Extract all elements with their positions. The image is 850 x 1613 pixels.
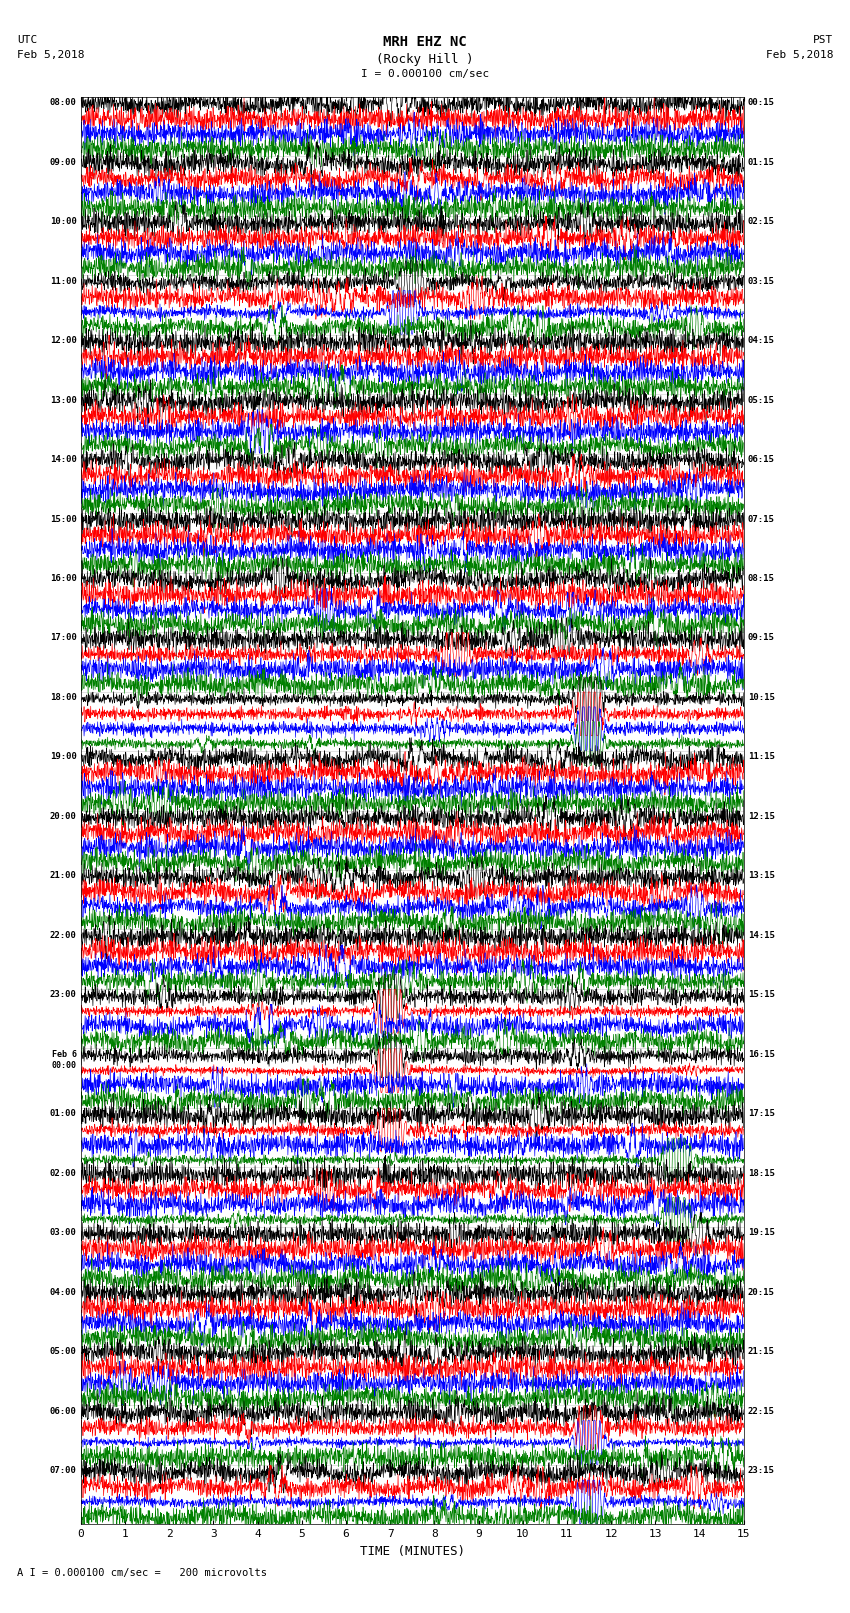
Text: 01:15: 01:15 [748, 158, 775, 166]
Text: Feb 6: Feb 6 [52, 1050, 76, 1058]
Text: 10:15: 10:15 [748, 694, 775, 702]
Text: 02:00: 02:00 [49, 1169, 76, 1177]
Text: I = 0.000100 cm/sec: I = 0.000100 cm/sec [361, 69, 489, 79]
Text: 11:15: 11:15 [748, 752, 775, 761]
Text: 15:15: 15:15 [748, 990, 775, 1000]
Text: 21:00: 21:00 [49, 871, 76, 881]
Text: 20:00: 20:00 [49, 811, 76, 821]
Text: 02:15: 02:15 [748, 218, 775, 226]
Text: 22:15: 22:15 [748, 1407, 775, 1416]
Text: 07:00: 07:00 [49, 1466, 76, 1476]
Text: 11:00: 11:00 [49, 276, 76, 286]
Text: A I = 0.000100 cm/sec =   200 microvolts: A I = 0.000100 cm/sec = 200 microvolts [17, 1568, 267, 1578]
Text: 06:00: 06:00 [49, 1407, 76, 1416]
Text: MRH EHZ NC: MRH EHZ NC [383, 35, 467, 50]
Text: 00:15: 00:15 [748, 98, 775, 106]
Text: 16:15: 16:15 [748, 1050, 775, 1058]
Text: 16:00: 16:00 [49, 574, 76, 582]
Text: 14:00: 14:00 [49, 455, 76, 465]
Text: 23:15: 23:15 [748, 1466, 775, 1476]
Text: 08:00: 08:00 [49, 98, 76, 106]
Text: 01:00: 01:00 [49, 1110, 76, 1118]
Text: 18:15: 18:15 [748, 1169, 775, 1177]
Text: 22:00: 22:00 [49, 931, 76, 940]
Text: 08:15: 08:15 [748, 574, 775, 582]
Text: 13:00: 13:00 [49, 395, 76, 405]
Text: 03:15: 03:15 [748, 276, 775, 286]
Text: 10:00: 10:00 [49, 218, 76, 226]
Text: 03:00: 03:00 [49, 1227, 76, 1237]
Text: Feb 5,2018: Feb 5,2018 [766, 50, 833, 60]
Text: 19:00: 19:00 [49, 752, 76, 761]
Text: 20:15: 20:15 [748, 1287, 775, 1297]
Text: 04:15: 04:15 [748, 336, 775, 345]
Text: 21:15: 21:15 [748, 1347, 775, 1357]
Text: PST: PST [813, 35, 833, 45]
Text: 18:00: 18:00 [49, 694, 76, 702]
Text: 09:15: 09:15 [748, 634, 775, 642]
Text: 05:00: 05:00 [49, 1347, 76, 1357]
Text: 15:00: 15:00 [49, 515, 76, 524]
Text: 12:15: 12:15 [748, 811, 775, 821]
Text: 09:00: 09:00 [49, 158, 76, 166]
Text: 17:15: 17:15 [748, 1110, 775, 1118]
X-axis label: TIME (MINUTES): TIME (MINUTES) [360, 1545, 465, 1558]
Text: 19:15: 19:15 [748, 1227, 775, 1237]
Text: 17:00: 17:00 [49, 634, 76, 642]
Text: 12:00: 12:00 [49, 336, 76, 345]
Text: 14:15: 14:15 [748, 931, 775, 940]
Text: 00:00: 00:00 [52, 1061, 76, 1069]
Text: UTC: UTC [17, 35, 37, 45]
Text: (Rocky Hill ): (Rocky Hill ) [377, 53, 473, 66]
Text: 06:15: 06:15 [748, 455, 775, 465]
Text: 07:15: 07:15 [748, 515, 775, 524]
Text: Feb 5,2018: Feb 5,2018 [17, 50, 84, 60]
Text: 23:00: 23:00 [49, 990, 76, 1000]
Text: 05:15: 05:15 [748, 395, 775, 405]
Text: 04:00: 04:00 [49, 1287, 76, 1297]
Text: 13:15: 13:15 [748, 871, 775, 881]
